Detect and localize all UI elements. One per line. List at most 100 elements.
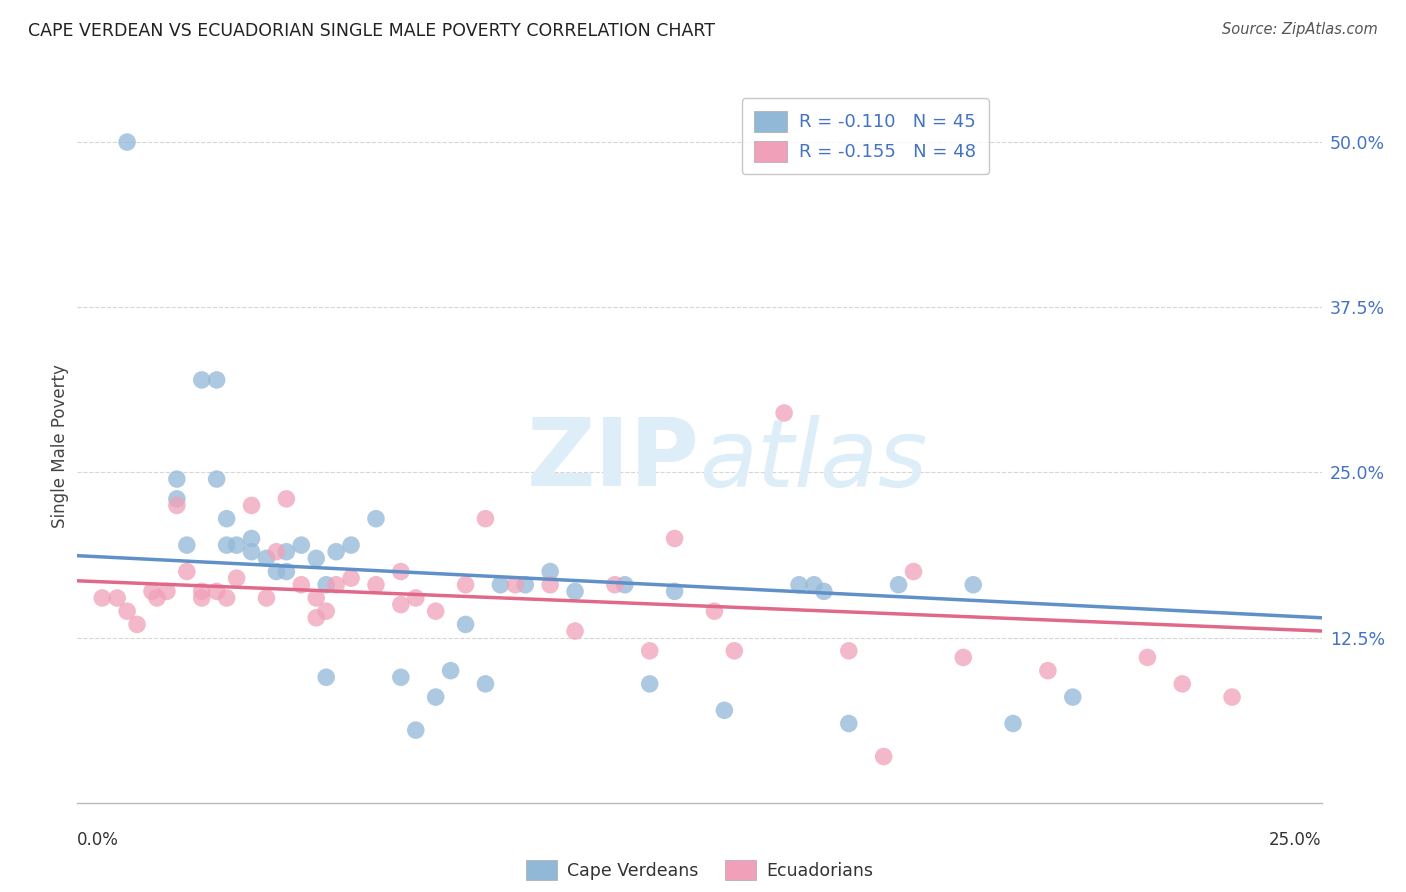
Point	[952, 650, 974, 665]
Text: atlas: atlas	[700, 415, 928, 506]
Point	[166, 472, 188, 486]
Point	[389, 565, 412, 579]
Point	[176, 565, 198, 579]
Point	[364, 511, 387, 525]
Point	[176, 538, 198, 552]
Point	[305, 551, 328, 566]
Point	[125, 617, 148, 632]
Point	[191, 591, 214, 605]
Point	[838, 716, 860, 731]
Point	[305, 591, 328, 605]
Point	[603, 578, 626, 592]
Point	[564, 584, 586, 599]
Point	[315, 670, 337, 684]
Point	[215, 591, 238, 605]
Text: 25.0%: 25.0%	[1270, 831, 1322, 849]
Point	[538, 565, 561, 579]
Point	[290, 538, 312, 552]
Point	[440, 664, 463, 678]
Point	[703, 604, 725, 618]
Point	[664, 532, 686, 546]
Point	[305, 611, 328, 625]
Text: CAPE VERDEAN VS ECUADORIAN SINGLE MALE POVERTY CORRELATION CHART: CAPE VERDEAN VS ECUADORIAN SINGLE MALE P…	[28, 22, 716, 40]
Point	[803, 578, 825, 592]
Point	[474, 511, 496, 525]
Point	[340, 538, 363, 552]
Point	[276, 565, 298, 579]
Point	[613, 578, 636, 592]
Point	[389, 598, 412, 612]
Point	[903, 565, 925, 579]
Point	[266, 565, 288, 579]
Point	[325, 545, 347, 559]
Point	[141, 584, 163, 599]
Point	[364, 578, 387, 592]
Point	[315, 578, 337, 592]
Point	[105, 591, 128, 605]
Legend: Cape Verdeans, Ecuadorians: Cape Verdeans, Ecuadorians	[519, 853, 880, 887]
Point	[389, 670, 412, 684]
Point	[405, 591, 427, 605]
Point	[1136, 650, 1159, 665]
Point	[454, 617, 477, 632]
Point	[276, 491, 298, 506]
Point	[256, 591, 278, 605]
Text: Source: ZipAtlas.com: Source: ZipAtlas.com	[1222, 22, 1378, 37]
Point	[1171, 677, 1194, 691]
Point	[538, 578, 561, 592]
Point	[664, 584, 686, 599]
Point	[166, 499, 188, 513]
Point	[813, 584, 835, 599]
Point	[315, 604, 337, 618]
Point	[205, 472, 228, 486]
Point	[276, 545, 298, 559]
Point	[266, 545, 288, 559]
Point	[325, 578, 347, 592]
Point	[723, 644, 745, 658]
Point	[1002, 716, 1025, 731]
Text: ZIP: ZIP	[527, 414, 700, 507]
Point	[425, 690, 447, 704]
Point	[191, 584, 214, 599]
Point	[240, 532, 263, 546]
Text: 0.0%: 0.0%	[77, 831, 120, 849]
Point	[1220, 690, 1243, 704]
Point	[256, 551, 278, 566]
Y-axis label: Single Male Poverty: Single Male Poverty	[51, 364, 69, 528]
Point	[787, 578, 810, 592]
Point	[962, 578, 984, 592]
Point	[146, 591, 169, 605]
Point	[91, 591, 114, 605]
Point	[240, 545, 263, 559]
Point	[505, 578, 527, 592]
Point	[515, 578, 537, 592]
Point	[225, 538, 247, 552]
Point	[115, 604, 138, 618]
Point	[215, 511, 238, 525]
Point	[205, 373, 228, 387]
Point	[887, 578, 910, 592]
Point	[489, 578, 512, 592]
Point	[156, 584, 179, 599]
Point	[713, 703, 735, 717]
Point	[1036, 664, 1059, 678]
Point	[215, 538, 238, 552]
Point	[240, 499, 263, 513]
Point	[425, 604, 447, 618]
Point	[205, 584, 228, 599]
Point	[454, 578, 477, 592]
Point	[191, 373, 214, 387]
Point	[225, 571, 247, 585]
Point	[773, 406, 796, 420]
Point	[838, 644, 860, 658]
Point	[872, 749, 894, 764]
Point	[115, 135, 138, 149]
Point	[564, 624, 586, 638]
Point	[638, 677, 661, 691]
Point	[290, 578, 312, 592]
Point	[166, 491, 188, 506]
Point	[638, 644, 661, 658]
Point	[1062, 690, 1084, 704]
Point	[474, 677, 496, 691]
Point	[405, 723, 427, 738]
